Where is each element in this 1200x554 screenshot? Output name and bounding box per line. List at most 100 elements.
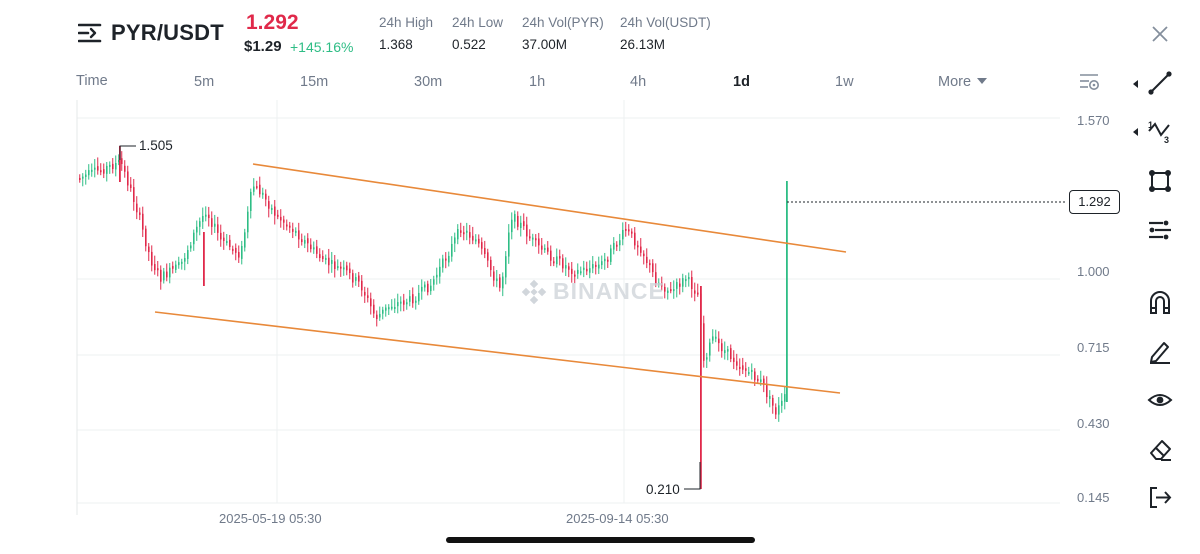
candle-body: [724, 350, 726, 354]
candle-body: [217, 224, 219, 233]
low-marker-leader: [684, 462, 701, 490]
candle-body: [175, 264, 177, 270]
fib-tool-icon[interactable]: 1 3: [1147, 119, 1173, 145]
candle-body: [493, 271, 495, 281]
price-axis-tick: 1.000: [1077, 264, 1110, 279]
candle-body: [763, 378, 765, 386]
candle-body: [640, 246, 642, 253]
candle-body: [577, 269, 579, 274]
candle-body: [376, 314, 378, 320]
candle-body: [205, 214, 207, 217]
interval-15m[interactable]: 15m: [300, 74, 329, 90]
candle-body: [397, 302, 399, 307]
candle-body: [673, 289, 675, 292]
stat-label-24h-high: 24h High: [379, 15, 434, 30]
chart-settings-icon[interactable]: [1079, 72, 1101, 92]
candle-body: [421, 286, 423, 292]
last-price: 1.292: [246, 11, 299, 34]
date-axis-tick: 2025-09-14 05:30: [566, 511, 669, 526]
candle-body: [358, 275, 360, 282]
pair-menu-icon[interactable]: [78, 22, 104, 44]
candle-body: [586, 268, 588, 272]
candle-body: [139, 212, 141, 215]
interval-more[interactable]: More: [938, 74, 988, 90]
candle-body: [223, 237, 225, 241]
candle-body: [778, 405, 780, 415]
eraser-icon[interactable]: [1147, 436, 1173, 462]
candle-body: [529, 236, 531, 239]
candle-body: [196, 226, 198, 233]
candle-body: [664, 286, 666, 292]
line-tool-icon[interactable]: [1147, 70, 1173, 96]
candle-body: [304, 240, 306, 244]
indicator-tool-icon[interactable]: [1147, 217, 1173, 243]
candle-body: [616, 244, 618, 247]
candle-body: [775, 407, 777, 415]
eye-icon[interactable]: [1147, 387, 1173, 413]
candle-body: [151, 251, 153, 266]
current-price-label: 1.292: [1069, 190, 1120, 214]
pencil-icon[interactable]: [1147, 338, 1173, 364]
close-icon[interactable]: [1150, 24, 1170, 44]
candle-body: [169, 267, 171, 278]
candle-body: [244, 232, 246, 248]
candle-body: [82, 176, 84, 179]
candle-body: [367, 295, 369, 298]
candle-body: [427, 283, 429, 293]
candle-body: [295, 230, 297, 233]
price-change: +145.16%: [290, 39, 354, 55]
candle-body: [328, 257, 330, 266]
expand-arrow-icon[interactable]: [1133, 80, 1138, 88]
candle-body: [250, 191, 252, 211]
shape-tool-icon[interactable]: [1147, 168, 1173, 194]
candles: [79, 146, 788, 489]
candle-body: [514, 214, 516, 222]
candle-body: [679, 283, 681, 287]
candle-body: [580, 271, 582, 274]
stat-label-24h-vol-base: 24h Vol(PYR): [522, 15, 604, 30]
price-axis-tick: 0.145: [1077, 490, 1110, 505]
candle-body: [100, 170, 102, 173]
candle-body: [610, 248, 612, 262]
interval-1w[interactable]: 1w: [835, 74, 854, 90]
candle-body: [256, 186, 258, 189]
candle-body: [727, 349, 729, 352]
candle-body: [481, 242, 483, 249]
candle-body: [403, 300, 405, 305]
exit-icon[interactable]: [1147, 484, 1173, 510]
interval-30m[interactable]: 30m: [414, 74, 443, 90]
interval-1d[interactable]: 1d: [733, 74, 750, 90]
grid: [76, 100, 1060, 515]
candle-body: [661, 282, 663, 287]
interval-4h[interactable]: 4h: [630, 74, 647, 90]
candle-body: [124, 165, 126, 172]
pair-name[interactable]: PYR/USDT: [111, 20, 224, 45]
candle-body: [667, 290, 669, 293]
candle-body: [91, 169, 93, 172]
candle-body: [739, 366, 741, 369]
expand-arrow-icon[interactable]: [1133, 128, 1138, 136]
candle-body: [400, 301, 402, 304]
candle-body: [721, 343, 723, 352]
candle-body: [337, 266, 339, 269]
candle-body: [598, 264, 600, 269]
stat-value-24h-high: 1.368: [379, 37, 413, 52]
interval-1h[interactable]: 1h: [529, 74, 546, 90]
candle-body: [736, 361, 738, 366]
candle-body: [334, 261, 336, 270]
chevron-down-icon: [977, 78, 988, 84]
candle-body: [562, 258, 564, 269]
candle-body: [118, 160, 120, 163]
interval-time[interactable]: Time: [76, 73, 108, 89]
candle-body: [463, 232, 465, 235]
candle-body: [754, 371, 756, 381]
candle-body: [559, 256, 561, 259]
svg-text:1: 1: [1148, 120, 1153, 130]
candle-body: [310, 244, 312, 250]
magnet-icon[interactable]: [1147, 289, 1173, 315]
candle-body: [451, 243, 453, 257]
candle-body: [700, 286, 702, 489]
candle-body: [388, 307, 390, 310]
interval-5m[interactable]: 5m: [194, 74, 215, 90]
